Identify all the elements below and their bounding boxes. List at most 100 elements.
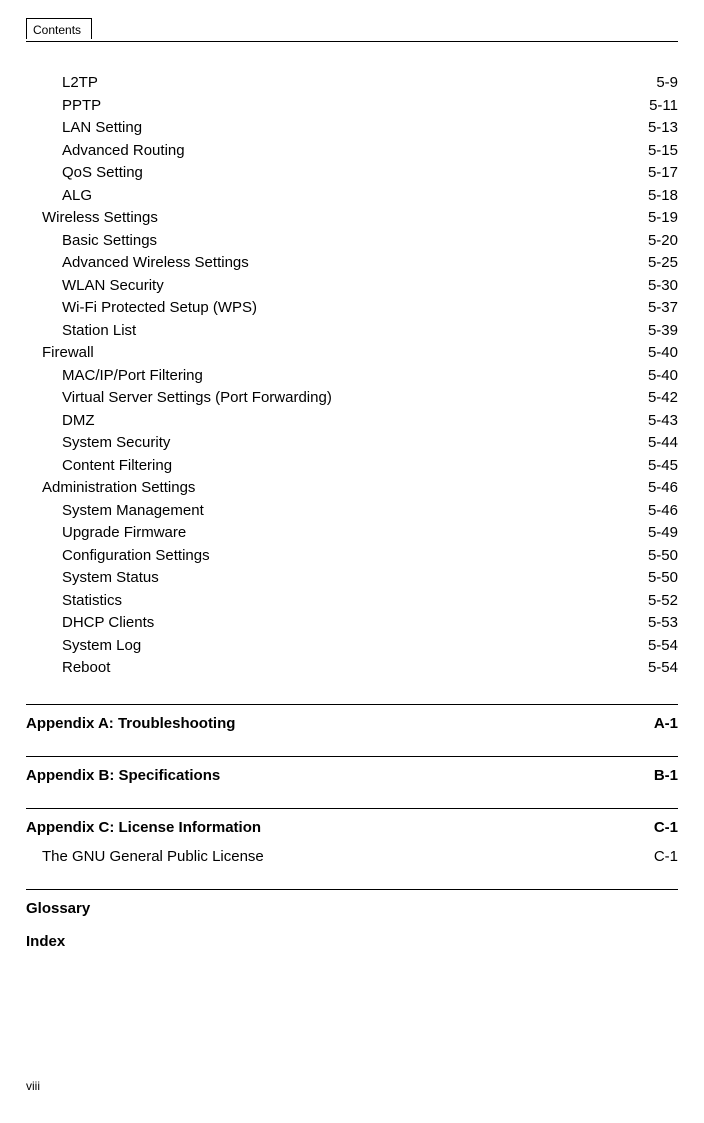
toc-entry-label: System Management xyxy=(62,500,204,523)
toc-entry-page: 5-9 xyxy=(656,72,678,95)
toc-entry-label: System Security xyxy=(62,432,170,455)
toc-entry: WLAN Security 5-30 xyxy=(26,275,678,298)
appendix-b-title: Appendix B: Specifications xyxy=(26,767,220,784)
toc-entry: Advanced Routing 5-15 xyxy=(26,140,678,163)
toc-entry-page: 5-15 xyxy=(648,140,678,163)
index-section: Index xyxy=(26,933,678,950)
appendix-a-page: A-1 xyxy=(654,715,678,732)
toc-entry-page: 5-45 xyxy=(648,455,678,478)
toc-entry: QoS Setting 5-17 xyxy=(26,162,678,185)
toc-entry-page: 5-37 xyxy=(648,297,678,320)
toc-entry-label: Reboot xyxy=(62,657,110,680)
toc-entry: PPTP 5-11 xyxy=(26,95,678,118)
toc-entry-label: Administration Settings xyxy=(42,477,195,500)
toc-entry-label: Upgrade Firmware xyxy=(62,522,186,545)
toc-entry-label: System Status xyxy=(62,567,159,590)
toc-entry-page: 5-42 xyxy=(648,387,678,410)
toc-entry: Statistics 5-52 xyxy=(26,590,678,613)
toc-entry: Firewall 5-40 xyxy=(26,342,678,365)
toc-entry-page: 5-43 xyxy=(648,410,678,433)
toc-entry: System Log 5-54 xyxy=(26,635,678,658)
toc-entry-label: DHCP Clients xyxy=(62,612,154,635)
toc-entry-page: 5-40 xyxy=(648,342,678,365)
toc-entry-page: 5-11 xyxy=(649,95,678,118)
toc-entry-page: 5-30 xyxy=(648,275,678,298)
toc-entry: Advanced Wireless Settings 5-25 xyxy=(26,252,678,275)
header-rule xyxy=(26,41,678,42)
toc-entry-page: 5-13 xyxy=(648,117,678,140)
toc-entry: Configuration Settings 5-50 xyxy=(26,545,678,568)
toc-entry: Reboot 5-54 xyxy=(26,657,678,680)
toc-entry-page: 5-53 xyxy=(648,612,678,635)
toc-entry: ALG 5-18 xyxy=(26,185,678,208)
appendix-c-subentry: The GNU General Public License C-1 xyxy=(26,848,678,865)
toc-entry-label: System Log xyxy=(62,635,141,658)
toc-list: L2TP5-9PPTP5-11LAN Setting5-13Advanced R… xyxy=(26,72,678,680)
toc-entry-page: 5-20 xyxy=(648,230,678,253)
appendix-c: Appendix C: License Information C-1 The … xyxy=(26,808,678,865)
toc-entry-label: Content Filtering xyxy=(62,455,172,478)
toc-entry: LAN Setting 5-13 xyxy=(26,117,678,140)
toc-entry-label: WLAN Security xyxy=(62,275,164,298)
toc-entry-label: LAN Setting xyxy=(62,117,142,140)
toc-entry-label: Advanced Wireless Settings xyxy=(62,252,249,275)
toc-entry: Wi-Fi Protected Setup (WPS) 5-37 xyxy=(26,297,678,320)
toc-entry-label: Wireless Settings xyxy=(42,207,158,230)
toc-entry-page: 5-40 xyxy=(648,365,678,388)
toc-entry-label: DMZ xyxy=(62,410,95,433)
appendix-c-title: Appendix C: License Information xyxy=(26,819,261,836)
toc-entry-page: 5-46 xyxy=(648,477,678,500)
appendix-c-sub-page: C-1 xyxy=(654,848,678,865)
contents-tab-label: Contents xyxy=(33,23,81,37)
toc-entry: DHCP Clients 5-53 xyxy=(26,612,678,635)
appendix-c-page: C-1 xyxy=(654,819,678,836)
toc-entry: Virtual Server Settings (Port Forwarding… xyxy=(26,387,678,410)
index-title: Index xyxy=(26,933,678,950)
appendix-a: Appendix A: Troubleshooting A-1 xyxy=(26,704,678,732)
toc-entry-page: 5-25 xyxy=(648,252,678,275)
toc-entry: System Security 5-44 xyxy=(26,432,678,455)
toc-entry-page: 5-49 xyxy=(648,522,678,545)
toc-entry: Wireless Settings 5-19 xyxy=(26,207,678,230)
appendix-c-sub-label: The GNU General Public License xyxy=(42,848,264,865)
toc-entry-page: 5-50 xyxy=(648,545,678,568)
toc-entry-label: PPTP xyxy=(62,95,101,118)
toc-entry-page: 5-54 xyxy=(648,657,678,680)
toc-entry-label: Firewall xyxy=(42,342,94,365)
toc-entry-label: ALG xyxy=(62,185,92,208)
toc-entry-page: 5-50 xyxy=(648,567,678,590)
toc-entry: Basic Settings 5-20 xyxy=(26,230,678,253)
toc-entry-label: QoS Setting xyxy=(62,162,143,185)
toc-entry-label: L2TP xyxy=(62,72,98,95)
toc-entry: DMZ 5-43 xyxy=(26,410,678,433)
header: Contents xyxy=(26,18,678,42)
toc-entry: Station List5-39 xyxy=(26,320,678,343)
toc-entry-label: Statistics xyxy=(62,590,122,613)
toc-entry: MAC/IP/Port Filtering 5-40 xyxy=(26,365,678,388)
toc-entry-label: MAC/IP/Port Filtering xyxy=(62,365,203,388)
toc-entry-page: 5-52 xyxy=(648,590,678,613)
toc-entry-page: 5-39 xyxy=(648,320,678,343)
toc-entry-page: 5-54 xyxy=(648,635,678,658)
toc-entry-page: 5-18 xyxy=(648,185,678,208)
glossary-section: Glossary xyxy=(26,889,678,917)
tab-underline xyxy=(27,39,91,40)
toc-entry-page: 5-44 xyxy=(648,432,678,455)
toc-entry: System Management 5-46 xyxy=(26,500,678,523)
toc-entry: Content Filtering 5-45 xyxy=(26,455,678,478)
glossary-title: Glossary xyxy=(26,900,678,917)
toc-entry-page: 5-17 xyxy=(648,162,678,185)
page-number: viii xyxy=(26,1079,40,1093)
toc-entry-page: 5-46 xyxy=(648,500,678,523)
toc-entry-label: Advanced Routing xyxy=(62,140,185,163)
appendix-b: Appendix B: Specifications B-1 xyxy=(26,756,678,784)
toc-entry-label: Wi-Fi Protected Setup (WPS) xyxy=(62,297,257,320)
toc-entry-label: Virtual Server Settings (Port Forwarding… xyxy=(62,387,332,410)
toc-entry-label: Basic Settings xyxy=(62,230,157,253)
toc-entry: Administration Settings 5-46 xyxy=(26,477,678,500)
appendix-b-page: B-1 xyxy=(654,767,678,784)
toc-entry: Upgrade Firmware 5-49 xyxy=(26,522,678,545)
contents-tab: Contents xyxy=(26,18,92,39)
toc-entry-page: 5-19 xyxy=(648,207,678,230)
toc-entry-label: Configuration Settings xyxy=(62,545,210,568)
